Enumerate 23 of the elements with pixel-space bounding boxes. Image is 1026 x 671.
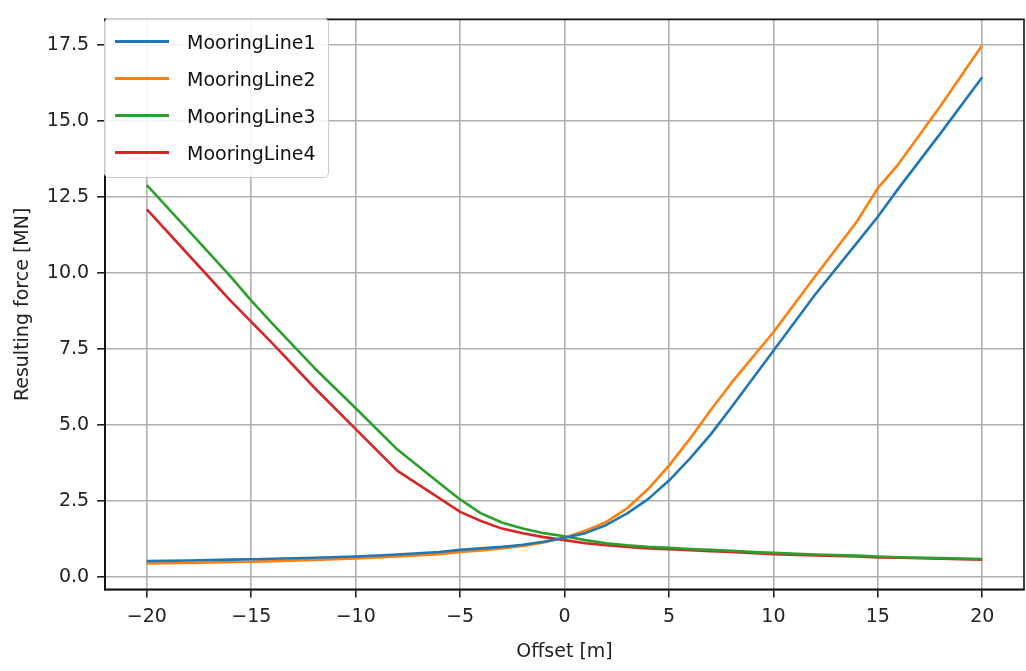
x-tick-label: 0 bbox=[558, 603, 571, 626]
y-tick-label: 2.5 bbox=[58, 488, 90, 511]
y-tick-label: 15.0 bbox=[46, 108, 90, 131]
y-tick-label: 12.5 bbox=[46, 184, 90, 207]
legend-label: MooringLine2 bbox=[187, 67, 316, 90]
x-tick-label: 15 bbox=[865, 603, 890, 626]
y-axis-title: Resulting force [MN] bbox=[10, 207, 33, 402]
x-tick-label: 5 bbox=[662, 603, 676, 626]
y-tick-label: 17.5 bbox=[46, 32, 90, 55]
x-tick-label: −5 bbox=[446, 603, 475, 626]
x-tick-label: 20 bbox=[970, 603, 995, 626]
y-tick-label: 10.0 bbox=[46, 260, 90, 283]
x-tick-label: 10 bbox=[761, 603, 786, 626]
legend-label: MooringLine1 bbox=[187, 30, 316, 53]
legend-label: MooringLine4 bbox=[187, 141, 316, 164]
x-axis-title: Offset [m] bbox=[516, 638, 613, 661]
y-tick-label: 0.0 bbox=[58, 564, 90, 587]
x-tick-label: −10 bbox=[335, 603, 376, 626]
x-tick-label: −15 bbox=[231, 603, 272, 626]
y-tick-label: 7.5 bbox=[58, 336, 90, 359]
y-tick-label: 5.0 bbox=[58, 412, 90, 435]
legend-label: MooringLine3 bbox=[187, 104, 316, 127]
x-tick-label: −20 bbox=[126, 603, 167, 626]
